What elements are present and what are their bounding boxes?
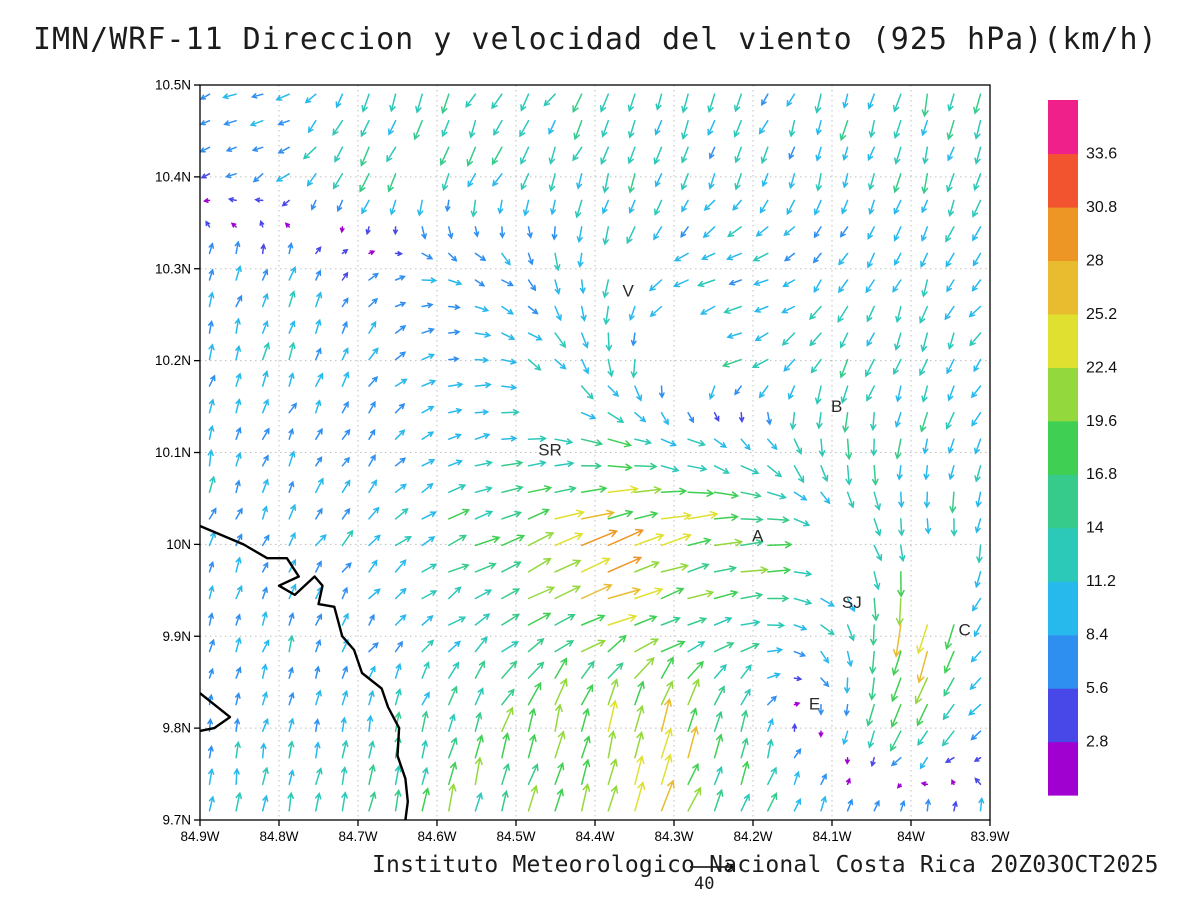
colorbar-label: 19.6: [1086, 413, 1117, 430]
gridlines: [199, 84, 991, 821]
reference-vector: [690, 862, 735, 872]
x-tick-label: 84.4W: [575, 829, 614, 844]
station-label: SR: [538, 440, 562, 459]
x-tick-label: 84.7W: [338, 829, 377, 844]
x-tick-label: 84.3W: [654, 829, 693, 844]
colorbar-label: 11.2: [1086, 573, 1116, 590]
station-labels: V B SR A SJ C E: [538, 281, 971, 713]
y-tick-label: 10.3N: [155, 261, 191, 276]
colorbar-label: 2.8: [1086, 734, 1108, 751]
colorbar-label: 14: [1086, 520, 1104, 537]
y-tick-label: 10.5N: [155, 78, 191, 93]
colorbar-label: 25.2: [1086, 306, 1117, 323]
y-tick-label: 10.2N: [155, 353, 191, 368]
x-tick-label: 84.6W: [417, 829, 456, 844]
y-tick-label: 10.1N: [155, 445, 191, 460]
chart-title: IMN/WRF-11 Direccion y velocidad del vie…: [33, 22, 1158, 57]
reference-vector-label: 40: [694, 874, 715, 894]
colorbar-label: 5.6: [1086, 680, 1108, 697]
station-label: SJ: [842, 593, 862, 612]
colorbar-label: 30.8: [1086, 199, 1117, 216]
station-label: A: [752, 527, 764, 546]
x-tick-label: 84.5W: [496, 829, 535, 844]
x-tick-label: 84.1W: [812, 829, 851, 844]
colorbar: 2.8 5.6 8.4 11.2 14 16.8 19.6 22.4 25.2 28 30.8 33.…: [1048, 100, 1117, 796]
x-tick-label: 83.9W: [970, 829, 1009, 844]
y-tick-label: 9.7N: [162, 813, 191, 828]
x-tick-label: 84W: [897, 829, 925, 844]
x-tick-label: 84.8W: [259, 829, 298, 844]
y-tick-label: 9.9N: [162, 629, 191, 644]
coastline: [199, 524, 409, 821]
colorbar-label: 33.6: [1086, 146, 1117, 163]
colorbar-label: 16.8: [1086, 466, 1117, 483]
y-tick-label: 10N: [166, 537, 191, 552]
station-label: B: [831, 397, 842, 416]
colorbar-label: 8.4: [1086, 627, 1108, 644]
x-tick-label: 84.9W: [180, 829, 219, 844]
x-tick-label: 84.2W: [733, 829, 772, 844]
axes: 84.9W 84.8W 84.7W 84.6W 84.5W 84.4W 84.3W 84.2W…: [155, 78, 1010, 845]
colorbar-label: 22.4: [1086, 359, 1117, 376]
station-label: E: [809, 695, 820, 714]
colorbar-label: 28: [1086, 252, 1104, 269]
station-label: C: [959, 620, 971, 639]
wind-arrows: [200, 93, 985, 812]
y-tick-label: 10.4N: [155, 169, 191, 184]
y-tick-label: 9.8N: [162, 721, 191, 736]
footer-credit: Instituto Meteorologico Nacional Costa R…: [372, 852, 1159, 878]
station-label: V: [623, 281, 635, 300]
